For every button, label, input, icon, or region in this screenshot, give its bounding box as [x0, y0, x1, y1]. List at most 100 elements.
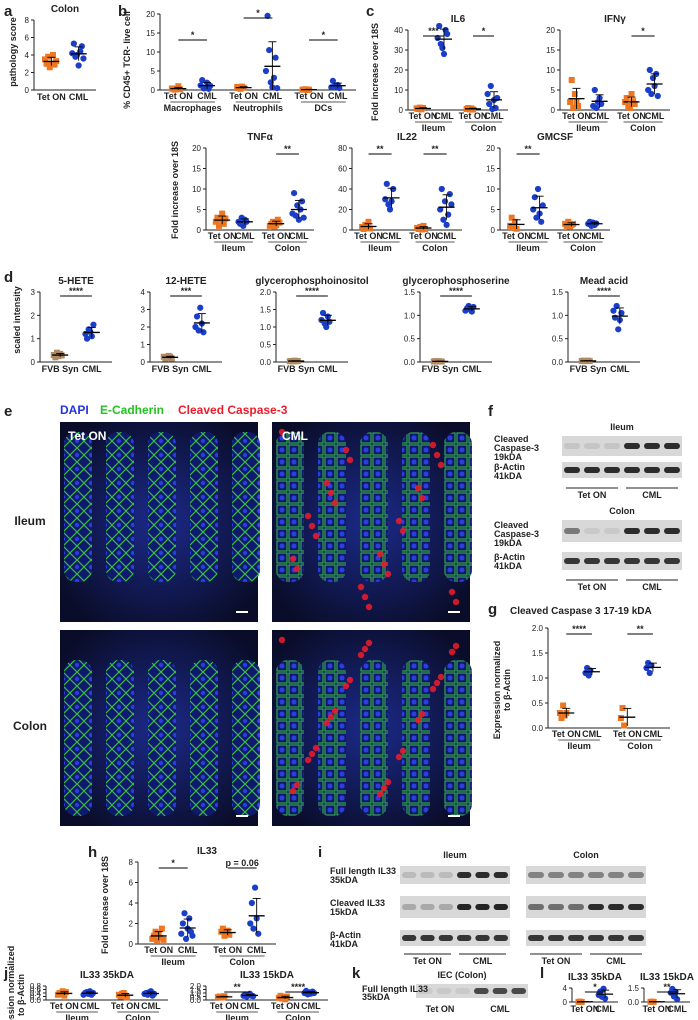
blot-band: [438, 935, 453, 941]
blot-membrane: [526, 896, 646, 918]
y-tick-label: 1: [141, 341, 146, 350]
x-region-label: Ileum: [161, 957, 185, 967]
caspase-signal: [414, 716, 422, 724]
y-tick-label: 0: [197, 226, 202, 235]
data-point: [436, 22, 443, 30]
blot-row-label: 41kDA: [330, 939, 359, 949]
data-point: [200, 329, 207, 336]
panel-d-plot: 0 1 2 3 4 12-HETE FVB Syn CML ***: [141, 276, 222, 374]
blot-title-colon: Colon: [609, 506, 635, 516]
plot-title: IFNγ: [604, 14, 626, 25]
x-group-label: CML: [462, 364, 482, 374]
x-region-label: Colon: [422, 243, 448, 253]
blot-membrane: [526, 930, 646, 946]
blot-band: [568, 935, 584, 941]
data-point: [386, 206, 394, 213]
caspase-signal: [399, 747, 407, 755]
data-point: [382, 196, 389, 203]
sig-label: *: [482, 26, 486, 36]
crypt: [276, 660, 304, 816]
blot-band: [528, 872, 544, 878]
x-group-label: Tet ON: [617, 111, 646, 121]
crypt: [402, 660, 430, 816]
blot-membrane: [562, 520, 682, 542]
y-tick-label: 1.5: [404, 288, 416, 297]
x-group-label: CML: [178, 945, 198, 955]
data-point: [628, 91, 635, 97]
blot-band: [624, 443, 640, 449]
blot-band: [664, 558, 680, 564]
crypt: [64, 660, 92, 816]
y-tick-label: 0.6: [30, 986, 42, 995]
panel-letter-d: d: [4, 269, 13, 286]
y-tick-label: 4: [129, 899, 134, 908]
blot-band: [644, 443, 660, 449]
y-tick-label: 40: [394, 26, 403, 35]
micrograph: [272, 422, 472, 622]
data-point: [157, 934, 164, 941]
y-tick-label: 6: [129, 879, 134, 888]
plot-title: IL6: [451, 14, 466, 25]
caspase-signal: [361, 593, 369, 601]
y-tick-label: 40: [338, 185, 347, 194]
data-point: [189, 932, 196, 939]
x-group-label: CML: [141, 1001, 161, 1011]
data-point: [571, 91, 578, 97]
caspase-signal: [365, 603, 373, 611]
data-point: [195, 327, 202, 334]
blot-band: [438, 904, 453, 910]
data-point: [323, 323, 330, 331]
blot-band: [644, 467, 660, 473]
data-point: [445, 211, 452, 218]
y-tick-label: 2: [25, 69, 30, 78]
data-point: [470, 106, 476, 113]
caspase-signal: [293, 565, 301, 573]
y-tick-label: 2: [129, 920, 134, 929]
data-point: [585, 672, 592, 679]
y-tick-label: 0.0: [404, 358, 416, 367]
caspase-signal: [312, 532, 320, 540]
data-point: [418, 226, 425, 233]
panel-letter-c: c: [366, 3, 374, 20]
caspase-signal: [395, 517, 403, 525]
x-region-label: Ileum: [516, 243, 540, 253]
sig-label: *: [171, 858, 175, 868]
sig-label: ****: [305, 286, 320, 296]
panel-letter-i: i: [318, 844, 322, 861]
caspase-signal: [448, 648, 456, 656]
y-tick-label: 0.5: [260, 341, 272, 350]
y-tick-label: 0.5: [552, 335, 564, 344]
x-region-label: Ileum: [65, 1013, 89, 1020]
data-point: [570, 220, 577, 227]
y-axis-label: pathology score: [8, 17, 18, 87]
data-point: [567, 99, 574, 105]
blot-band: [588, 904, 604, 910]
y-tick-label: 1: [31, 335, 36, 344]
crypt: [232, 660, 260, 816]
data-point: [420, 222, 427, 229]
x-region-label: Colon: [125, 1013, 151, 1020]
sig-label: **: [637, 624, 645, 634]
blot-band: [436, 988, 452, 994]
blot-row-label: β-Actin: [494, 462, 525, 472]
x-group-label: Tet ON: [210, 1001, 239, 1011]
data-point: [618, 309, 625, 317]
blot-band: [420, 935, 435, 941]
data-point: [193, 313, 201, 320]
blot-row-label: 19kDA: [494, 452, 523, 462]
y-tick-label: 1.0: [260, 323, 272, 332]
data-point: [602, 995, 609, 1002]
data-point: [439, 44, 446, 52]
blot-row-label: 35kDA: [362, 992, 391, 1002]
y-tick-label: 5: [551, 86, 556, 95]
blot-band: [474, 988, 489, 994]
data-point: [646, 66, 653, 74]
data-point: [49, 52, 56, 58]
caspase-signal: [342, 682, 350, 690]
data-point: [437, 206, 444, 213]
blot: [416, 984, 528, 998]
data-point: [508, 214, 515, 221]
blot-group-label: CML: [490, 1004, 510, 1014]
